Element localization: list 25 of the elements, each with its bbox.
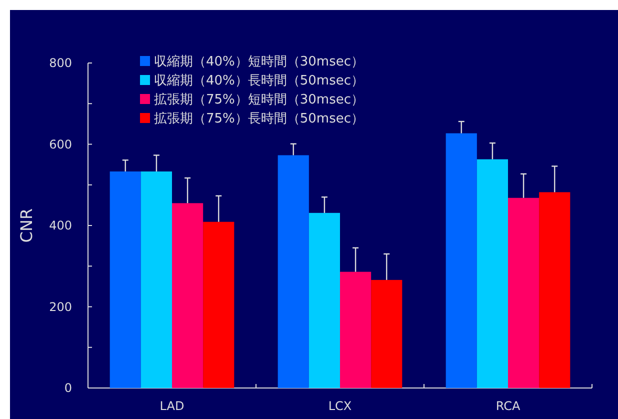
bar — [203, 222, 234, 388]
bar — [539, 192, 570, 388]
y-tick-label: 400 — [49, 218, 72, 233]
legend-label: 収縮期（40%）長時間（50msec） — [154, 74, 364, 89]
y-tick-label: 600 — [49, 137, 72, 152]
legend-label: 拡張期（75%）長時間（50msec） — [154, 112, 364, 127]
bar — [508, 198, 540, 388]
y-tick-label: 200 — [49, 300, 72, 314]
bar — [110, 171, 141, 388]
x-tick-label: LAD — [160, 399, 184, 413]
bar — [371, 280, 402, 388]
bar — [340, 272, 372, 388]
y-tick-label: 800 — [49, 56, 72, 70]
bar — [278, 155, 309, 388]
bar — [140, 171, 172, 388]
bar — [446, 133, 477, 388]
bar — [476, 159, 508, 388]
legend-label: 収縮期（40%）短時間（30msec） — [154, 54, 364, 70]
y-axis-title: CNR — [17, 208, 36, 243]
bar — [308, 212, 340, 388]
x-tick-label: RCA — [496, 399, 521, 413]
x-tick-label: LCX — [328, 399, 352, 413]
bar — [172, 203, 204, 388]
y-tick-label: 0 — [64, 381, 72, 396]
legend-label: 拡張期（75%）短時間（30msec） — [154, 92, 364, 108]
